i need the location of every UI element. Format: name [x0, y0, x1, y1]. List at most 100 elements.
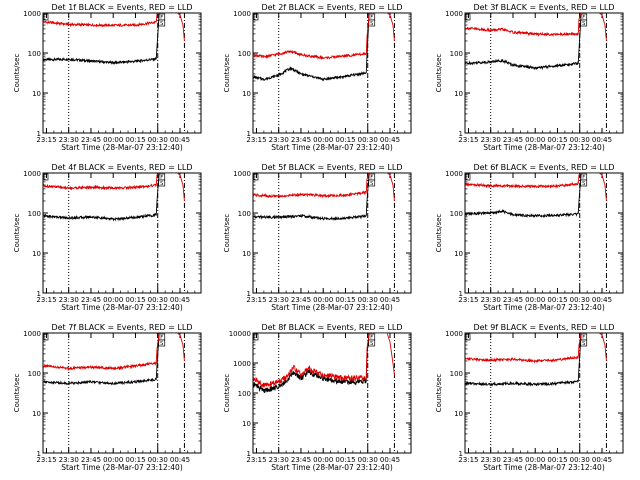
- x-tick-label: 00:00: [313, 456, 333, 464]
- y-axis-label: Counts/sec: [223, 214, 231, 253]
- plot-frame: [464, 172, 624, 294]
- x-tick-label: 00:15: [335, 296, 355, 304]
- y-tick-label: 100: [238, 50, 251, 58]
- marker-box-label: F: [582, 335, 585, 341]
- marker-box-label: S: [582, 21, 585, 27]
- marker-box-label: S: [160, 181, 163, 187]
- marker-box-label: S: [370, 341, 373, 347]
- x-axis-label: Start Time (28-Mar-07 23:12:40): [483, 463, 605, 472]
- y-tick-label: 10000: [229, 330, 251, 338]
- marker-box-label: F: [582, 175, 585, 181]
- y-tick-label: 10: [454, 90, 463, 98]
- x-axis-label: Start Time (28-Mar-07 23:12:40): [483, 143, 605, 152]
- chart-panel-2: Det 2f BLACK = Events, RED = LLD 1 10 100 10…: [223, 3, 412, 152]
- y-axis-label: Counts/sec: [435, 374, 443, 413]
- x-tick-label: 00:15: [547, 456, 567, 464]
- y-tick-label: 100: [450, 50, 463, 58]
- marker-box-label: S: [160, 21, 163, 27]
- x-tick-label: 23:15: [458, 136, 478, 144]
- chart-title: Det 5f BLACK = Events, RED = LLD: [261, 163, 402, 172]
- y-axis-label: Counts/sec: [435, 54, 443, 93]
- series-line-lld: [43, 333, 185, 372]
- y-tick-label: 1000: [445, 170, 463, 178]
- x-axis-label: Start Time (28-Mar-07 23:12:40): [271, 143, 393, 152]
- x-tick-label: 23:15: [246, 296, 266, 304]
- chart-title: Det 8f BLACK = Events, RED = LLD: [261, 323, 402, 332]
- x-tick-label: 23:30: [481, 456, 501, 464]
- plot-frame: [42, 172, 202, 294]
- series-line-lld: [253, 333, 395, 388]
- x-tick-label: 23:30: [59, 456, 79, 464]
- series-line-events: [253, 173, 370, 221]
- y-axis-label: Counts/sec: [223, 374, 231, 413]
- x-axis-label: Start Time (28-Mar-07 23:12:40): [61, 143, 183, 152]
- y-tick-label: 1: [37, 130, 41, 138]
- x-tick-label: 00:15: [547, 136, 567, 144]
- y-tick-label: 10: [454, 410, 463, 418]
- x-tick-label: 00:00: [525, 456, 545, 464]
- y-tick-label: 1000: [23, 170, 41, 178]
- series-line-lld: [43, 173, 185, 202]
- x-tick-label: 00:45: [170, 456, 190, 464]
- x-tick-label: 00:30: [570, 136, 590, 144]
- y-tick-label: 1000: [23, 330, 41, 338]
- marker-box-label: S: [370, 21, 373, 27]
- x-tick-label: 23:45: [81, 296, 101, 304]
- chart-panel-3: Det 3f BLACK = Events, RED = LLD 1 10 100 10…: [435, 3, 624, 152]
- marker-box-label: F: [370, 175, 373, 181]
- x-tick-label: 23:30: [269, 456, 289, 464]
- edge-marker-box: [43, 13, 49, 21]
- marker-box-label: S: [582, 181, 585, 187]
- x-tick-label: 00:00: [103, 456, 123, 464]
- y-tick-label: 1: [459, 450, 463, 458]
- x-tick-label: 23:15: [36, 456, 56, 464]
- marker-box-label: S: [160, 341, 163, 347]
- series-line-events: [465, 13, 582, 71]
- x-tick-label: 23:30: [269, 136, 289, 144]
- x-tick-label: 23:45: [291, 456, 311, 464]
- y-tick-label: 100: [28, 370, 41, 378]
- chart-title: Det 2f BLACK = Events, RED = LLD: [261, 3, 402, 12]
- series-line-events: [465, 173, 582, 219]
- marker-box-label: F: [370, 15, 373, 21]
- y-tick-label: 1000: [445, 10, 463, 18]
- y-tick-label: 100: [238, 390, 251, 398]
- plot-frame: [252, 332, 412, 454]
- marker-box-label: F: [160, 175, 163, 181]
- x-tick-label: 00:15: [125, 136, 145, 144]
- x-tick-label: 00:30: [148, 296, 168, 304]
- y-tick-label: 1000: [233, 170, 251, 178]
- x-tick-label: 00:00: [103, 136, 123, 144]
- x-tick-label: 00:00: [525, 136, 545, 144]
- edge-marker-box: [465, 13, 471, 21]
- x-tick-label: 23:15: [458, 456, 478, 464]
- plot-frame: [464, 12, 624, 134]
- y-tick-label: 100: [238, 210, 251, 218]
- edge-marker-box: [253, 13, 259, 21]
- x-axis-label: Start Time (28-Mar-07 23:12:40): [271, 463, 393, 472]
- marker-box-label: F: [582, 15, 585, 21]
- chart-title: Det 1f BLACK = Events, RED = LLD: [51, 3, 192, 12]
- y-tick-label: 1: [459, 130, 463, 138]
- y-tick-label: 100: [450, 370, 463, 378]
- series-line-lld: [253, 173, 395, 202]
- edge-marker-box: [465, 333, 471, 341]
- chart-panel-7: Det 7f BLACK = Events, RED = LLD 1 10 100 10…: [13, 323, 202, 472]
- x-tick-label: 00:30: [570, 456, 590, 464]
- marker-box-label: F: [370, 335, 373, 341]
- x-tick-label: 00:45: [170, 296, 190, 304]
- y-axis-label: Counts/sec: [13, 374, 21, 413]
- chart-panel-8: Det 8f BLACK = Events, RED = LLD 1 10 100 10…: [223, 323, 412, 472]
- y-tick-label: 1: [247, 130, 251, 138]
- y-axis-label: Counts/sec: [13, 214, 21, 253]
- x-tick-label: 00:45: [380, 296, 400, 304]
- series-line-lld: [465, 333, 607, 364]
- y-tick-label: 1: [37, 450, 41, 458]
- series-line-lld: [253, 13, 395, 61]
- x-tick-label: 00:15: [125, 296, 145, 304]
- edge-marker-box: [253, 333, 259, 341]
- x-tick-label: 23:15: [36, 136, 56, 144]
- x-tick-label: 23:15: [458, 296, 478, 304]
- chart-panel-1: Det 1f BLACK = Events, RED = LLD 1 10 100 10…: [13, 3, 202, 152]
